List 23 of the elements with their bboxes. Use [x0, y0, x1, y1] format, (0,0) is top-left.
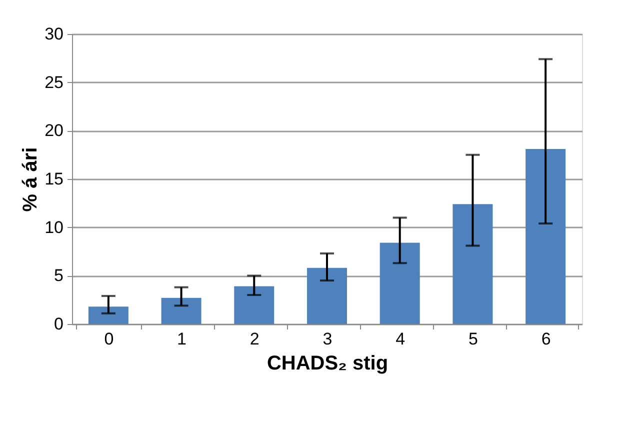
- bar: [161, 298, 202, 324]
- y-tick-label: 25: [44, 72, 64, 92]
- y-tick-label: 10: [44, 218, 64, 237]
- bar: [307, 268, 347, 324]
- x-tick-label: 1: [177, 330, 187, 348]
- x-tick-label: 0: [104, 330, 114, 348]
- bar: [380, 242, 420, 324]
- y-axis-title: % á ári: [20, 147, 42, 212]
- bar: [234, 286, 274, 324]
- x-tick-label: 5: [468, 330, 478, 348]
- x-tick-label: 6: [541, 330, 551, 348]
- x-tick-label: 2: [250, 330, 260, 348]
- bar: [452, 204, 493, 324]
- bar: [526, 149, 566, 324]
- bar: [88, 306, 128, 324]
- x-axis-title: CHADS₂ stig: [266, 352, 388, 374]
- y-tick-label: 20: [44, 121, 64, 140]
- x-tick-label: 4: [396, 330, 406, 348]
- y-tick-label: 30: [44, 24, 64, 44]
- x-tick-label: 3: [322, 330, 332, 348]
- y-tick-label: 15: [44, 170, 64, 188]
- y-tick-label: 0: [54, 314, 64, 334]
- y-tick-label: 5: [54, 266, 64, 286]
